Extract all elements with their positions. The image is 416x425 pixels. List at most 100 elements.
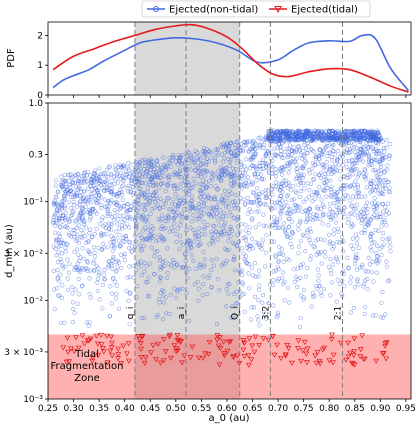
scatter-point-nontidal xyxy=(86,181,91,186)
scatter-point-nontidal xyxy=(142,192,147,197)
scatter-point-tidal xyxy=(179,360,185,366)
scatter-point-nontidal xyxy=(293,131,298,136)
scatter-point-nontidal xyxy=(192,282,197,287)
scatter-point-nontidal xyxy=(158,275,164,280)
scatter-point-nontidal xyxy=(99,174,104,179)
scatter-point-nontidal xyxy=(186,192,191,197)
scatter-point-nontidal xyxy=(205,222,210,228)
scatter-point-nontidal xyxy=(173,159,178,164)
scatter-point-nontidal xyxy=(194,208,199,213)
zone-label-line-3: Zone xyxy=(74,373,99,384)
scatter-point-nontidal xyxy=(198,182,203,187)
scatter-point-tidal xyxy=(220,339,227,345)
scatter-point-nontidal xyxy=(333,220,339,225)
scatter-point-nontidal xyxy=(139,248,144,253)
scatter-point-nontidal xyxy=(372,200,377,205)
scatter-point-nontidal xyxy=(115,200,120,205)
scatter-point-tidal xyxy=(313,360,320,366)
scatter-point-nontidal xyxy=(220,145,225,150)
scatter-point-nontidal xyxy=(112,243,117,248)
scatter-point-nontidal xyxy=(280,133,285,139)
scatter-point-nontidal xyxy=(384,259,389,264)
scatter-point-nontidal xyxy=(261,177,266,182)
scatter-point-nontidal xyxy=(320,129,325,134)
scatter-point-nontidal xyxy=(316,250,321,255)
scatter-point-tidal xyxy=(359,333,366,339)
scatter-point-nontidal xyxy=(187,266,192,272)
scatter-point-nontidal xyxy=(256,298,261,303)
scatter-point-nontidal xyxy=(281,259,286,264)
scatter-point-nontidal xyxy=(201,264,207,269)
scatter-point-nontidal xyxy=(122,239,127,244)
scatter-point-nontidal xyxy=(243,235,248,240)
scatter-point-nontidal xyxy=(360,132,366,137)
scatter-point-nontidal xyxy=(224,214,229,219)
scatter-point-nontidal xyxy=(161,293,166,298)
scatter-point-nontidal xyxy=(351,194,356,199)
scatter-point-nontidal xyxy=(347,129,352,134)
scatter-point-nontidal xyxy=(274,174,279,179)
scatter-point-nontidal xyxy=(366,131,371,136)
scatter-point-nontidal xyxy=(195,156,200,161)
scatter-point-nontidal xyxy=(374,257,380,263)
scatter-point-nontidal xyxy=(149,245,154,250)
scatter-point-nontidal xyxy=(354,267,359,272)
scatter-point-nontidal xyxy=(118,170,123,175)
scatter-point-nontidal xyxy=(322,188,328,193)
scatter-point-nontidal xyxy=(346,266,351,271)
scatter-point-nontidal xyxy=(70,212,75,217)
scatter-point-nontidal xyxy=(244,260,250,265)
scatter-point-nontidal xyxy=(58,225,63,230)
scatter-point-nontidal xyxy=(161,180,166,185)
scatter-point-nontidal xyxy=(289,219,294,224)
scatter-point-nontidal xyxy=(327,129,332,134)
scatter-point-nontidal xyxy=(371,279,376,284)
scatter-point-nontidal xyxy=(306,167,312,173)
scatter-point-nontidal xyxy=(259,242,265,247)
scatter-point-nontidal xyxy=(292,197,297,202)
scatter-point-nontidal xyxy=(356,282,361,287)
scatter-point-nontidal xyxy=(330,216,335,221)
scatter-point-nontidal xyxy=(148,211,153,217)
scatter-point-nontidal xyxy=(319,198,324,203)
scatter-point-nontidal xyxy=(218,229,223,234)
scatter-point-nontidal xyxy=(235,232,240,237)
scatter-point-nontidal xyxy=(383,183,388,188)
scatter-point-tidal xyxy=(64,335,71,341)
scatter-point-nontidal xyxy=(149,177,154,182)
scatter-point-tidal xyxy=(298,358,305,364)
scatter-point-nontidal xyxy=(272,146,277,151)
scatter-point-nontidal xyxy=(315,267,321,272)
scatter-point-nontidal xyxy=(281,252,286,257)
scatter-point-nontidal xyxy=(335,149,341,154)
scatter-point-tidal xyxy=(115,346,122,352)
scatter-point-nontidal xyxy=(91,179,97,184)
scatter-point-nontidal xyxy=(264,250,269,255)
scatter-point-nontidal xyxy=(226,230,231,235)
scatter-point-tidal xyxy=(241,354,248,360)
scatter-point-nontidal xyxy=(329,214,334,219)
scatter-point-nontidal xyxy=(374,270,379,275)
scatter-point-nontidal xyxy=(260,293,266,298)
scatter-point-nontidal xyxy=(92,254,97,259)
scatter-point-nontidal xyxy=(223,204,228,209)
scatter-point-nontidal xyxy=(245,211,250,216)
scatter-point-nontidal xyxy=(360,264,365,270)
scatter-point-nontidal xyxy=(349,183,354,188)
scatter-point-nontidal xyxy=(284,231,289,236)
scatter-point-nontidal xyxy=(288,188,294,193)
scatter-point-nontidal xyxy=(94,226,99,231)
scatter-point-nontidal xyxy=(370,146,376,151)
scatter-point-nontidal xyxy=(267,137,272,142)
scatter-point-nontidal xyxy=(359,230,364,235)
scatter-point-nontidal xyxy=(125,275,130,280)
scatter-point-nontidal xyxy=(135,284,140,289)
scatter-point-nontidal xyxy=(117,233,122,238)
scatter-point-nontidal xyxy=(332,129,338,134)
scatter-point-nontidal xyxy=(275,217,280,222)
scatter-point-nontidal xyxy=(105,211,110,216)
scatter-point-nontidal xyxy=(62,241,67,246)
scatter-point-nontidal xyxy=(167,155,172,161)
scatter-point-tidal xyxy=(265,337,272,343)
scatter-point-nontidal xyxy=(256,318,261,323)
